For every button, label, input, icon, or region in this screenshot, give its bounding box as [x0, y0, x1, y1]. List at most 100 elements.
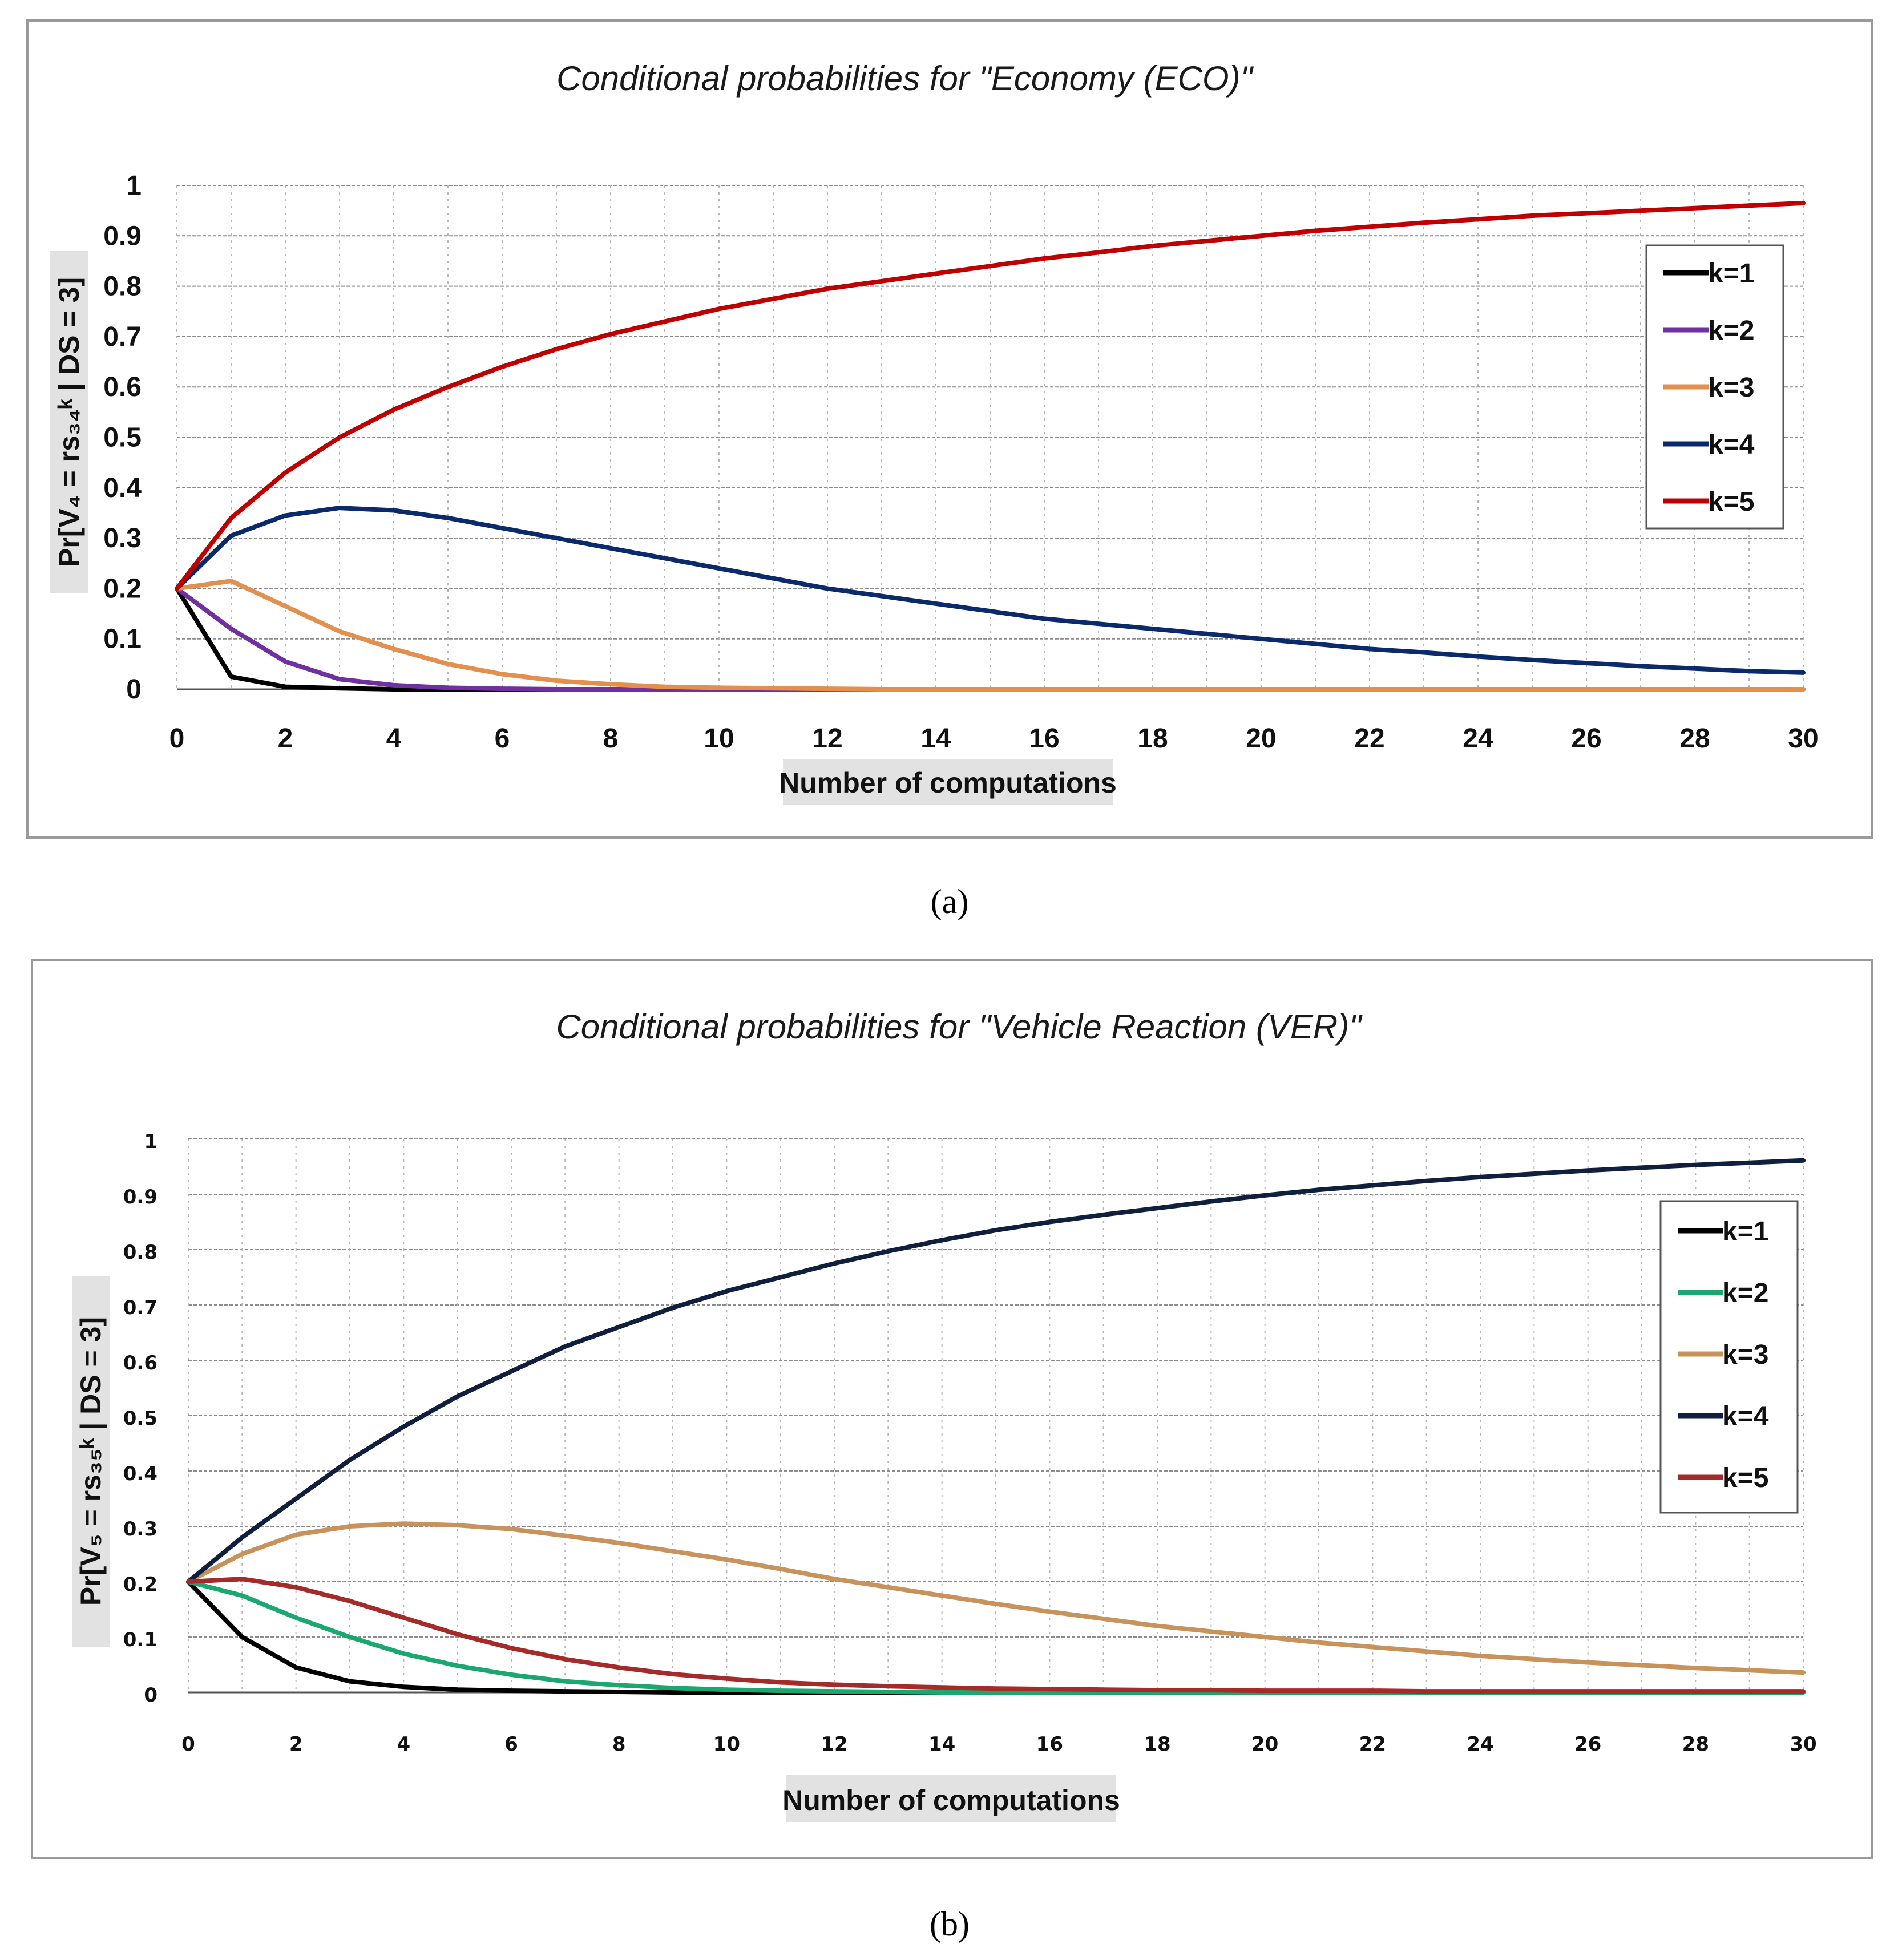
- y-tick-label: 0: [144, 1684, 158, 1707]
- panel-b-y-axis-label-text: Pr[V₅ = rs₃₅ᵏ | DS = 3]: [75, 1317, 107, 1606]
- y-tick-label: 0.1: [123, 1628, 158, 1651]
- legend-label-k4: k=4: [1722, 1401, 1769, 1432]
- x-tick-label: 24: [1467, 1733, 1493, 1756]
- x-tick-label: 18: [1137, 724, 1168, 754]
- series-line-k5: [186, 1577, 1806, 1694]
- x-tick-label: 6: [504, 1733, 518, 1756]
- x-tick-label: 28: [1679, 724, 1710, 754]
- panel-b-y-axis-label-bg: [72, 1276, 110, 1647]
- x-tick-label: 4: [386, 724, 402, 754]
- panel-a-y-axis-label-bg: [50, 251, 88, 593]
- panel-b-grid: [188, 1138, 1804, 1694]
- panel-a-legend: k=1 k=2 k=3 k=4 k=5: [1645, 244, 1784, 530]
- panel-a-y-ticks: 0 0.1 0.2 0.3 0.4 0.5 0.6 0.7 0.8 0.9 1: [103, 171, 142, 705]
- panel-b-frame: [31, 959, 1873, 1859]
- y-tick-label: 0.6: [123, 1352, 158, 1375]
- y-tick-label: 0.9: [103, 221, 142, 251]
- panel-b-x-axis-label-text: Number of computations: [782, 1784, 1120, 1816]
- x-tick-label: 26: [1574, 1733, 1601, 1756]
- x-tick-label: 10: [713, 1733, 740, 1756]
- legend-label-k3: k=3: [1722, 1340, 1768, 1370]
- panel-b-title: Conditional probabilities for "Vehicle R…: [556, 1008, 1363, 1046]
- panel-b: Conditional probabilities for "Vehicle R…: [31, 959, 1873, 1859]
- y-tick-label: 0.1: [103, 624, 142, 654]
- legend-label-k1: k=1: [1708, 258, 1754, 289]
- panel-a-series: [175, 200, 1806, 692]
- y-tick-label: 0.2: [103, 573, 142, 604]
- y-tick-label: 0: [126, 674, 142, 705]
- x-tick-label: 2: [289, 1733, 303, 1756]
- x-tick-label: 2: [278, 724, 293, 754]
- x-tick-label: 16: [1029, 724, 1059, 754]
- y-tick-label: 1: [126, 171, 142, 201]
- panel-a-frame: [26, 19, 1873, 839]
- y-tick-label: 0.7: [103, 322, 142, 352]
- x-tick-label: 26: [1571, 724, 1601, 754]
- y-tick-label: 0.4: [103, 473, 142, 503]
- legend-label-k5: k=5: [1722, 1463, 1768, 1493]
- x-tick-label: 8: [612, 1733, 626, 1756]
- x-tick-label: 4: [397, 1733, 410, 1756]
- y-tick-label: 0.5: [123, 1407, 158, 1430]
- y-tick-label: 0.7: [123, 1296, 158, 1319]
- panel-a-x-axis-label: Number of computations: [779, 759, 1117, 805]
- panel-a-title: Conditional probabilities for "Economy (…: [556, 59, 1254, 98]
- legend-label-k3: k=3: [1708, 373, 1754, 403]
- panel-b-y-axis-label: Pr[V₅ = rs₃₅ᵏ | DS = 3]: [72, 1276, 110, 1647]
- panel-a-caption: (a): [931, 883, 969, 920]
- panel-a: Conditional probabilities for "Economy (…: [26, 19, 1873, 839]
- legend-label-k5: k=5: [1708, 487, 1754, 517]
- x-tick-label: 20: [1251, 1733, 1278, 1756]
- x-tick-label: 0: [181, 1733, 195, 1756]
- panel-a-x-axis-label-text: Number of computations: [779, 767, 1117, 799]
- panel-b-x-ticks: 0 2 4 6 8 10 12 14 16 18 20 22 24 26 28 30: [181, 1733, 1817, 1756]
- panel-b-x-axis-label: Number of computations: [782, 1775, 1120, 1822]
- x-tick-label: 22: [1359, 1733, 1386, 1756]
- panel-a-y-axis-label: Pr[V₄ = rs₃₄ᵏ | DS = 3]: [50, 251, 88, 593]
- x-tick-label: 24: [1463, 724, 1493, 754]
- panel-b-legend: k=1 k=2 k=3 k=4 k=5: [1659, 1200, 1799, 1514]
- series-line-k4: [186, 1158, 1806, 1584]
- panel-b-legend-box: [1659, 1200, 1799, 1514]
- y-tick-label: 0.3: [103, 523, 142, 553]
- x-tick-label: 30: [1788, 724, 1818, 754]
- y-tick-label: 0.8: [123, 1241, 158, 1264]
- series-line-k5: [175, 200, 1806, 591]
- legend-label-k2: k=2: [1722, 1278, 1768, 1308]
- panel-b-caption: (b): [930, 1905, 970, 1943]
- x-tick-label: 8: [603, 724, 619, 754]
- x-tick-label: 10: [704, 724, 734, 754]
- panel-a-y-axis-label-text: Pr[V₄ = rs₃₄ᵏ | DS = 3]: [53, 277, 86, 567]
- x-tick-label: 28: [1682, 1733, 1709, 1756]
- legend-label-k2: k=2: [1708, 316, 1754, 346]
- panel-b-series: [186, 1158, 1806, 1695]
- y-tick-label: 0.8: [103, 272, 142, 302]
- y-tick-label: 0.9: [123, 1186, 158, 1209]
- y-tick-label: 0.3: [123, 1518, 158, 1541]
- y-tick-label: 0.5: [103, 423, 142, 453]
- panel-a-x-ticks: 0 2 4 6 8 10 12 14 16 18 20 22 24 26 28 30: [169, 724, 1819, 754]
- y-tick-label: 0.4: [123, 1462, 158, 1485]
- x-tick-label: 6: [495, 724, 510, 754]
- x-tick-label: 18: [1144, 1733, 1170, 1756]
- y-tick-label: 1: [144, 1130, 158, 1153]
- x-tick-label: 12: [812, 724, 842, 754]
- series-line-k3: [186, 1521, 1806, 1675]
- x-tick-label: 22: [1354, 724, 1384, 754]
- x-tick-label: 16: [1036, 1733, 1063, 1756]
- y-tick-label: 0.2: [123, 1573, 158, 1596]
- legend-label-k1: k=1: [1722, 1217, 1768, 1247]
- panel-b-y-ticks: 0 0.1 0.2 0.3 0.4 0.5 0.6 0.7 0.8 0.9 1: [123, 1130, 158, 1707]
- series-line-k3: [175, 579, 1806, 692]
- legend-label-k4: k=4: [1708, 430, 1755, 460]
- x-tick-label: 20: [1246, 724, 1276, 754]
- x-tick-label: 30: [1790, 1733, 1816, 1756]
- y-tick-label: 0.6: [103, 372, 142, 402]
- x-tick-label: 0: [169, 724, 185, 754]
- panel-a-x-axis-label-bg: [783, 759, 1113, 805]
- x-tick-label: 14: [920, 724, 951, 754]
- series-line-k4: [175, 506, 1806, 675]
- x-tick-label: 12: [821, 1733, 847, 1756]
- panel-b-x-axis-label-bg: [786, 1775, 1116, 1822]
